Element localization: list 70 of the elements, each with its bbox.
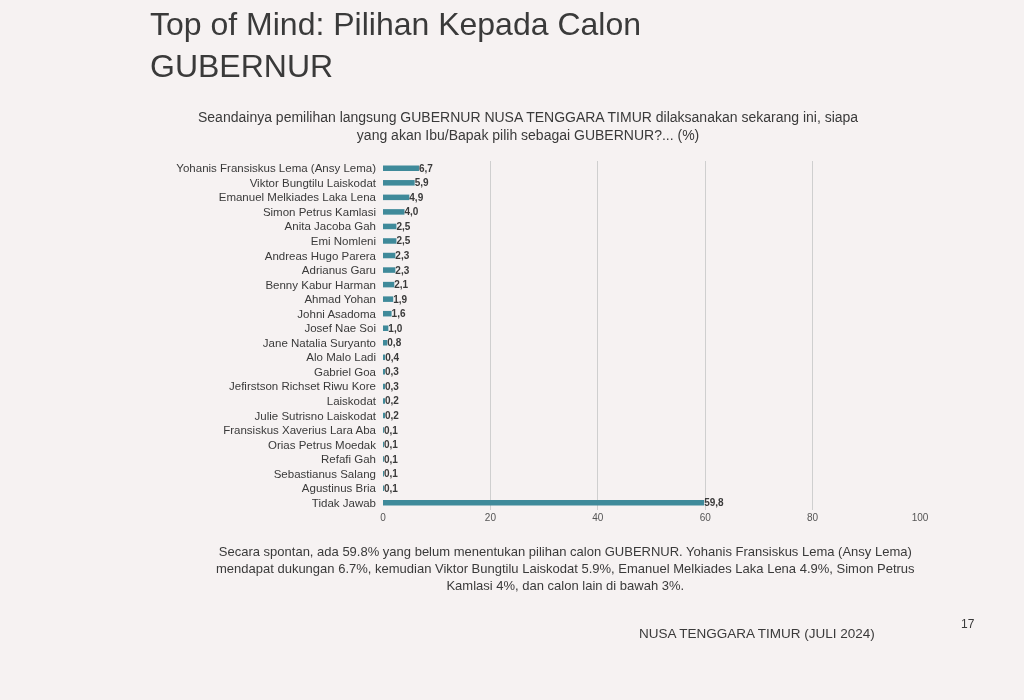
data-label: 1,6 (391, 308, 406, 320)
y-tick-label: Refafi Gah (321, 453, 376, 466)
y-tick-label: Josef Nae Soi (304, 322, 376, 335)
bar (383, 325, 389, 331)
x-tick-label: 60 (699, 512, 712, 523)
bar (383, 340, 388, 346)
y-tick-label: Jefirstson Richset Riwu Kore (229, 380, 376, 393)
y-tick-label: Sebastianus Salang (273, 467, 376, 480)
data-label: 5,9 (414, 177, 430, 189)
bar (383, 180, 415, 186)
data-label: 2,1 (394, 279, 409, 291)
data-label: 0,3 (385, 366, 400, 378)
y-tick-label: Andreas Hugo Parera (264, 249, 377, 262)
data-label: 0,1 (384, 482, 399, 494)
y-tick-label: Emanuel Melkiades Laka Lena (218, 191, 377, 204)
data-label: 0,2 (385, 409, 400, 421)
bar (383, 209, 405, 215)
bar (383, 296, 394, 302)
text: NUSA TENGGARA TIMUR (JULI 2024) (639, 626, 875, 641)
chart-title: Top of Mind: Pilihan Kepada Calon GUBERNUR (150, 6, 641, 84)
data-label: 4,0 (404, 206, 419, 218)
y-tick-label: Gabriel Goa (313, 365, 377, 378)
data-label: 0,1 (384, 453, 399, 465)
y-tick-label: Ahmad Yohan (304, 293, 376, 306)
data-label: 0,3 (385, 380, 400, 392)
data-label: 0,1 (384, 439, 399, 451)
text: 17 (961, 617, 975, 631)
data-label: 0,4 (385, 351, 400, 363)
data-label: 1,0 (388, 322, 403, 334)
data-label: 2,5 (396, 235, 411, 247)
y-tick-label: Jane Natalia Suryanto (262, 336, 376, 349)
bar (383, 267, 396, 273)
bar (383, 310, 392, 317)
y-tick-label: Orias Petrus Moedak (267, 438, 377, 451)
y-tick-label: Adrianus Garu (301, 264, 376, 277)
y-tick-label: Anita Jacoba Gah (284, 220, 376, 233)
y-tick-label: Alo Malo Ladi (306, 351, 376, 364)
data-label: 6,7 (418, 162, 434, 174)
chart-subtitle: Seandainya pemilihan langsung GUBERNUR NUSA TENGGARA TIMUR dilaksanakan sekarang ini, siapa yang akan Ibu/Bapak pilih sebagai GUBERNUR?... (%) (198, 109, 859, 144)
y-tick-label: Simon Petrus Kamlasi (262, 205, 376, 218)
y-tick-label: Agustinus Bria (301, 482, 377, 495)
data-label: 0,8 (387, 337, 402, 349)
x-tick-label: 0 (380, 512, 387, 523)
y-tick-label: Yohanis Fransiskus Lema (Ansy Lema) (176, 162, 377, 175)
data-label: 59,8 (704, 497, 725, 509)
y-tick-label: Johni Asadoma (297, 307, 377, 320)
data-label: 2,3 (395, 250, 410, 262)
data-label: 0,2 (385, 395, 400, 407)
x-tick-label: 100 (911, 512, 929, 523)
bar (383, 499, 705, 506)
bar (383, 194, 410, 201)
bar (383, 238, 397, 244)
data-label: 0,1 (384, 468, 399, 480)
data-label: 2,3 (395, 264, 410, 276)
y-tick-label: Tidak Jawab (311, 496, 376, 509)
y-tick-label: Laiskodat (326, 394, 377, 407)
bar (383, 165, 419, 172)
y-tick-label: Viktor Bungtilu Laiskodat (249, 176, 377, 189)
y-tick-label: Emi Nomleni (310, 235, 376, 247)
x-tick-label: 80 (807, 512, 819, 523)
x-tick-label: 40 (592, 512, 604, 523)
data-label: 0,1 (384, 424, 399, 436)
x-tick-label: 20 (484, 512, 497, 523)
text: Secara spontan, ada 59.8% yang belum menentukan pilihan calon GUBERNUR. Yohanis Fransiskus Lema (Ansy Lema) mendapat dukungan 6.7%, kemudian Viktor Bungtilu Laiskodat 5.9%, Emanuel Melkiades Laka Lena 4.9%, Simon Petrus Kamlasi 4%, dan calon lain di bawah 3%. (216, 544, 916, 593)
y-tick-label: Fransiskus Xaverius Lara Aba (223, 424, 377, 437)
data-label: 1,9 (393, 293, 408, 305)
data-label: 2,5 (396, 220, 411, 232)
y-tick-label: Benny Kabur Harman (265, 278, 376, 291)
y-tick-label: Julie Sutrisno Laiskodat (254, 409, 377, 422)
data-label: 4,9 (409, 191, 424, 203)
